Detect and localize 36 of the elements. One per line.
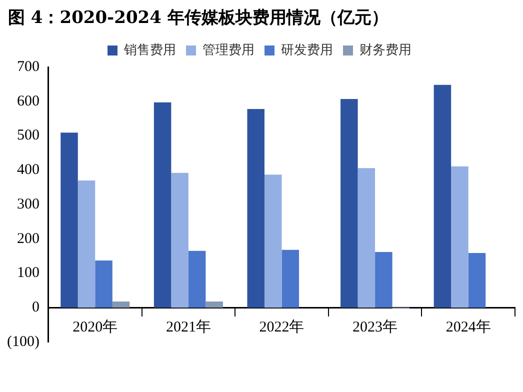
y-tick-label: (100) <box>6 334 40 350</box>
bar <box>340 98 358 308</box>
bar <box>451 166 468 308</box>
y-tick-label: 400 <box>16 162 40 178</box>
y-tick-label: 600 <box>16 93 40 110</box>
x-tick-label: 2021年 <box>166 318 211 336</box>
bar <box>206 301 223 308</box>
bar <box>95 260 112 308</box>
y-tick-label: 700 <box>16 58 40 75</box>
bar <box>264 174 282 308</box>
bar <box>112 301 130 308</box>
x-tick-label: 2020年 <box>72 318 118 336</box>
y-tick-label: 300 <box>16 196 40 212</box>
legend-label: 研发费用 <box>281 42 333 58</box>
bar <box>78 180 96 308</box>
bar <box>358 168 376 308</box>
bar <box>154 102 172 308</box>
legend-label: 销售费用 <box>123 42 176 58</box>
y-tick-label: 0 <box>32 300 40 316</box>
legend-label: 管理费用 <box>202 42 254 58</box>
bar <box>282 250 300 308</box>
y-tick-label: 500 <box>16 128 40 144</box>
x-tick-label: 2023年 <box>352 318 398 336</box>
x-tick-label: 2024年 <box>446 318 491 336</box>
chart-title: 图 4：2020-2024 年传媒板块费用情况（亿元） <box>8 7 388 29</box>
bar <box>247 108 264 308</box>
bar <box>468 252 486 308</box>
bar <box>60 132 78 308</box>
bar <box>171 172 188 308</box>
x-tick-label: 2022年 <box>259 318 304 336</box>
bar <box>375 252 392 308</box>
legend-label: 财务费用 <box>360 42 412 58</box>
bar <box>188 250 206 308</box>
y-tick-label: 100 <box>16 265 40 282</box>
y-tick-label: 200 <box>16 230 40 247</box>
bar <box>434 84 452 308</box>
